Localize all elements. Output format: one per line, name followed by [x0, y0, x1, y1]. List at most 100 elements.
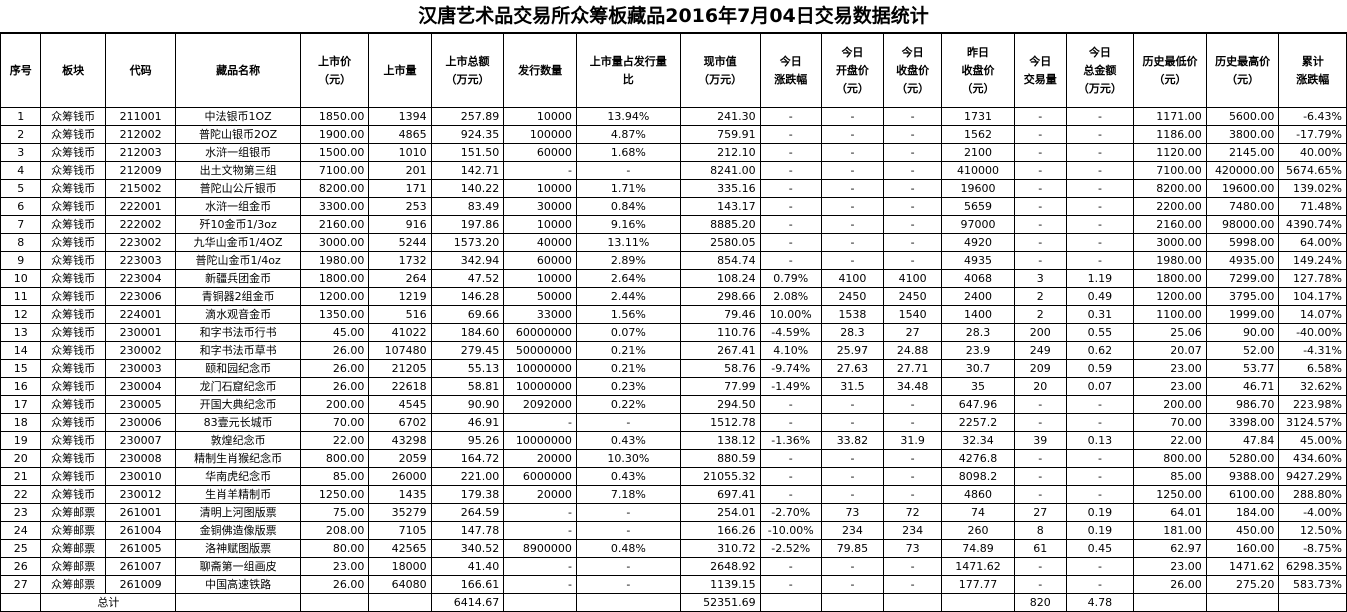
table-row: 25 众筹邮票 261005 洛神赋图版票 80.00 42565 340.52 890000…	[0, 539, 1347, 558]
table-cell: 普陀山银币2OZ	[175, 125, 301, 144]
table-cell: 12	[0, 305, 42, 324]
table-cell: 47.84	[1205, 431, 1280, 450]
table-cell: 0.19	[1065, 521, 1135, 540]
table-cell: 166.61	[430, 575, 505, 594]
table-row: 26 众筹邮票 261007 聊斋第一组画皮 23.00 18000 41.40- -2648…	[0, 557, 1347, 576]
table-cell: 4	[0, 161, 42, 180]
table-cell: 0.79%	[759, 269, 822, 288]
table-cell: -	[759, 557, 822, 576]
table-cell: 9427.29%	[1278, 467, 1347, 486]
table-cell: 221.00	[430, 467, 505, 486]
table-cell: -	[1065, 215, 1135, 234]
table-cell: 2.64%	[575, 269, 681, 288]
table-cell: 223006	[104, 287, 177, 306]
table-cell: 10000000	[503, 359, 577, 378]
table-cell: 7105	[368, 521, 432, 540]
table-cell: 179.38	[430, 485, 505, 504]
table-cell: 0.59	[1065, 359, 1135, 378]
table-cell: 0.62	[1065, 341, 1135, 360]
table-cell: 4935.00	[1205, 251, 1280, 270]
total-cell	[1278, 593, 1347, 612]
table-cell: -	[820, 413, 885, 432]
table-cell: 28.3	[941, 323, 1015, 342]
table-cell: 72	[883, 503, 943, 522]
table-cell: 275.20	[1205, 575, 1280, 594]
table-cell: 10	[0, 269, 42, 288]
table-cell: 184.60	[430, 323, 505, 342]
table-cell: 27.63	[820, 359, 885, 378]
table-row: 22 众筹钱币 230012 生肖羊精制币 1250.00 1435 179.38 20000…	[0, 485, 1347, 504]
table-cell: -	[820, 485, 885, 504]
table-cell: 10.00%	[759, 305, 822, 324]
table-cell: 223004	[104, 269, 177, 288]
table-cell: -	[759, 395, 822, 414]
table-cell: 2	[0, 125, 42, 144]
table-cell: 142.71	[430, 161, 505, 180]
table-cell: 759.91	[679, 125, 761, 144]
table-cell: 5600.00	[1205, 107, 1280, 126]
table-cell: 310.72	[679, 539, 761, 558]
total-turnover: 4.78	[1065, 593, 1135, 612]
table-cell: 14.07%	[1278, 305, 1347, 324]
table-cell: 2145.00	[1205, 143, 1280, 162]
table-cell: -	[1065, 107, 1135, 126]
table-cell: 8200.00	[299, 179, 370, 198]
table-cell: 26.00	[299, 341, 370, 360]
table-cell: 52.00	[1205, 341, 1280, 360]
table-cell: 340.52	[430, 539, 505, 558]
table-row: 1 众筹钱币 211001 中法银币1OZ 1850.00 1394 257.89 10000…	[0, 107, 1347, 126]
table-cell: 97000	[941, 215, 1015, 234]
table-cell: 2.89%	[575, 251, 681, 270]
trading-data-table: 序号 板块 代码 藏品名称 上市价 （元） 上市量 上市总额 （万元） 发行数量 上市量占发行量比现…	[0, 33, 1347, 612]
table-cell: 生肖羊精制币	[175, 485, 301, 504]
table-cell: -	[759, 233, 822, 252]
table-cell: 31.9	[883, 431, 943, 450]
table-cell: 4545	[368, 395, 432, 414]
table-cell: -4.31%	[1278, 341, 1347, 360]
table-cell: 27	[1013, 503, 1067, 522]
table-cell: 3	[0, 143, 42, 162]
total-cell	[759, 593, 822, 612]
table-cell: -	[503, 413, 577, 432]
table-cell: 颐和园纪念币	[175, 359, 301, 378]
table-cell: 50000	[503, 287, 577, 306]
table-cell: 261009	[104, 575, 177, 594]
table-cell: 139.02%	[1278, 179, 1347, 198]
table-cell: 水浒一组金币	[175, 197, 301, 216]
table-cell: 230003	[104, 359, 177, 378]
table-cell: 2450	[820, 287, 885, 306]
table-cell: 8200.00	[1133, 179, 1207, 198]
table-cell: -	[1065, 485, 1135, 504]
table-cell: 众筹钱币	[40, 467, 106, 486]
table-cell: -	[1013, 215, 1067, 234]
table-row: 27 众筹邮票 261009 中国高速铁路 26.00 64080 166.61- -1139…	[0, 575, 1347, 594]
table-cell: 10000000	[503, 431, 577, 450]
table-cell: 0.45	[1065, 539, 1135, 558]
table-cell: 1250.00	[299, 485, 370, 504]
total-volume: 820	[1013, 593, 1067, 612]
table-cell: -	[503, 521, 577, 540]
table-cell: 金铜佛造像版票	[175, 521, 301, 540]
table-cell: 1.71%	[575, 179, 681, 198]
table-cell: 64.00%	[1278, 233, 1347, 252]
table-cell: 10000	[503, 269, 577, 288]
total-cell	[299, 593, 370, 612]
table-cell: -	[1065, 395, 1135, 414]
table-cell: 230010	[104, 467, 177, 486]
table-cell: -	[1013, 449, 1067, 468]
table-cell: 254.01	[679, 503, 761, 522]
table-cell: -	[1065, 179, 1135, 198]
table-cell: 九华山金币1/4OZ	[175, 233, 301, 252]
table-row: 23 众筹邮票 261001 清明上河图版票 75.00 35279 264.59- -254…	[0, 503, 1347, 522]
table-cell: 23.9	[941, 341, 1015, 360]
table-cell: -	[575, 503, 681, 522]
table-cell: 2	[1013, 287, 1067, 306]
table-cell: -	[820, 125, 885, 144]
table-cell: 85.00	[299, 467, 370, 486]
table-row: 7 众筹钱币 222002 歼10金币1/3oz 2160.00 916 197.86 100…	[0, 215, 1347, 234]
table-cell: 31.5	[820, 377, 885, 396]
table-cell: 222002	[104, 215, 177, 234]
table-cell: 7299.00	[1205, 269, 1280, 288]
table-cell: 1512.78	[679, 413, 761, 432]
table-cell: -	[575, 557, 681, 576]
